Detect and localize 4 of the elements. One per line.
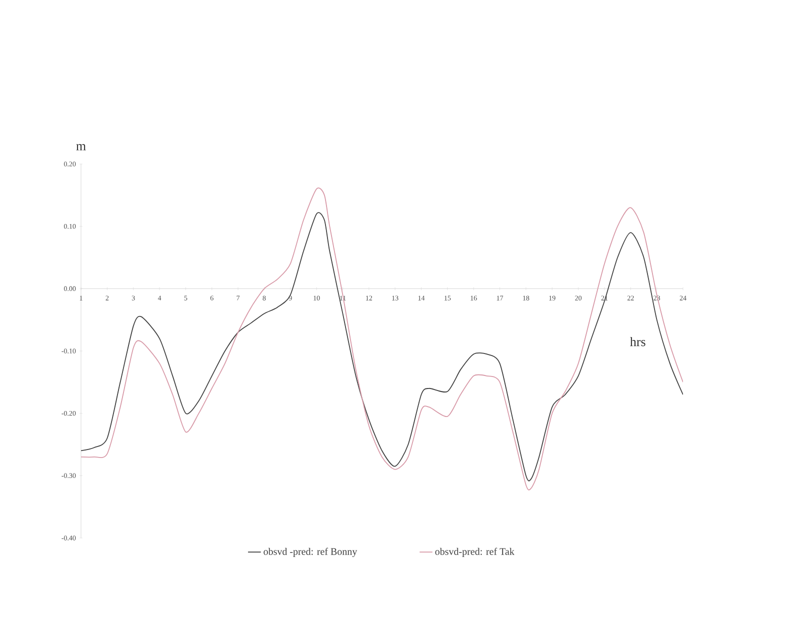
y-axis-title: m [76,144,86,150]
legend-label: obsvd -pred: ref Bonny [264,548,358,557]
legend-label: obsvd-pred: ref Tak [435,548,514,557]
x-axis-title: hrs [630,337,646,346]
